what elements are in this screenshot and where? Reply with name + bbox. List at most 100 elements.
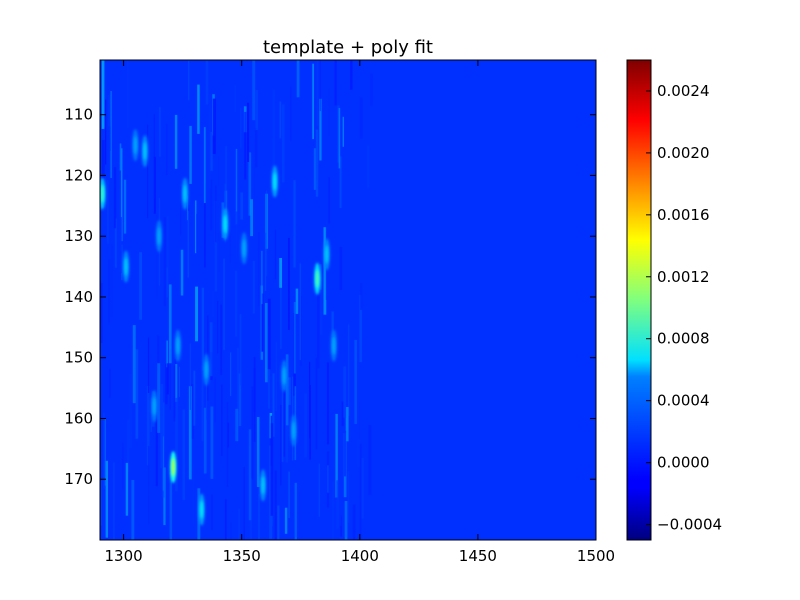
heatmap-streak xyxy=(127,60,129,128)
heatmap-streak xyxy=(357,439,360,468)
heatmap-streak xyxy=(288,237,290,330)
y-tick-label: 170 xyxy=(64,470,93,488)
heatmap-feature xyxy=(171,458,175,477)
heatmap-streak xyxy=(160,383,164,469)
heatmap-streak xyxy=(356,145,359,179)
heatmap-streak xyxy=(274,229,277,280)
heatmap-streak xyxy=(187,195,188,221)
heatmap-streak xyxy=(146,385,150,466)
heatmap-streak xyxy=(254,139,255,210)
heatmap-streak xyxy=(255,127,258,168)
heatmap-streak xyxy=(261,250,263,305)
heatmap-streak xyxy=(258,232,260,307)
heatmap-streak xyxy=(319,60,321,112)
heatmap-streak xyxy=(212,98,216,154)
heatmap-streak xyxy=(131,480,135,540)
heatmap-streak xyxy=(235,270,238,337)
heatmap-streak xyxy=(109,368,111,398)
colorbar-tick-label: 0.0004 xyxy=(657,392,710,410)
heatmap-streak xyxy=(100,282,103,343)
y-tick-label: 140 xyxy=(64,288,93,306)
heatmap-streak xyxy=(342,116,344,147)
heatmap-streak xyxy=(150,397,152,432)
heatmap-streak xyxy=(235,211,238,259)
heatmap-streak xyxy=(169,472,173,540)
colorbar-tick-label: 0.0012 xyxy=(657,268,710,286)
heatmap-streak xyxy=(223,379,225,440)
x-tick-label: 1400 xyxy=(341,547,379,565)
heatmap-streak xyxy=(188,60,190,101)
heatmap-layer xyxy=(100,60,373,540)
heatmap-streak xyxy=(139,252,142,320)
heatmap-feature xyxy=(157,227,161,246)
heatmap-streak xyxy=(326,451,330,508)
heatmap-streak xyxy=(251,386,254,480)
heatmap-streak xyxy=(155,406,158,487)
heatmap-streak xyxy=(359,97,363,139)
heatmap-feature xyxy=(261,476,265,495)
heatmap-streak xyxy=(104,418,106,486)
heatmap-streak xyxy=(193,370,196,426)
heatmap-streak xyxy=(248,429,252,521)
heatmap-streak xyxy=(343,366,347,418)
heatmap-streak xyxy=(179,366,180,397)
heatmap-streak xyxy=(294,482,297,540)
heatmap-streak xyxy=(328,88,330,136)
x-tick-label: 1300 xyxy=(105,547,143,565)
heatmap-streak xyxy=(223,258,225,351)
y-tick-label: 130 xyxy=(64,227,93,245)
heatmap-streak xyxy=(354,339,357,424)
heatmap-streak xyxy=(252,60,256,121)
heatmap-streak xyxy=(205,60,209,105)
heatmap-streak xyxy=(157,363,161,433)
heatmap-streak xyxy=(280,404,282,486)
heatmap-streak xyxy=(103,412,106,489)
heatmap-streak xyxy=(252,261,255,314)
heatmap-streak xyxy=(100,340,103,382)
heatmap-streak xyxy=(108,259,111,325)
heatmap-streak xyxy=(323,227,327,315)
heatmap-streak xyxy=(191,383,194,439)
colorbar-ticks: −0.0004 0.0000 0.0004 0.0008 0.0012 0.0016 0.0… xyxy=(646,82,722,534)
heatmap-streak xyxy=(209,93,211,189)
heatmap-streak xyxy=(280,283,282,349)
x-tick-label: 1500 xyxy=(577,547,615,565)
heatmap-streak xyxy=(240,192,243,220)
heatmap-streak xyxy=(168,284,172,364)
heatmap-streak xyxy=(220,304,223,375)
heatmap-streak xyxy=(105,460,108,538)
heatmap-feature xyxy=(292,421,296,440)
heatmap-streak xyxy=(328,177,331,224)
heatmap-streak xyxy=(211,494,214,531)
heatmap-streak xyxy=(175,364,178,402)
heatmap-streak xyxy=(224,499,227,540)
heatmap-feature xyxy=(325,245,329,264)
heatmap-streak xyxy=(258,493,260,540)
heatmap-streak xyxy=(206,372,208,421)
heatmap-streak xyxy=(247,102,250,162)
heatmap-streak xyxy=(289,86,292,141)
heatmap-streak xyxy=(335,413,338,498)
heatmap-feature xyxy=(124,257,128,276)
heatmap-streak xyxy=(173,365,176,422)
heatmap-streak xyxy=(163,217,166,307)
heatmap-streak xyxy=(165,363,168,405)
heatmap-streak xyxy=(157,335,160,373)
heatmap-streak xyxy=(320,290,323,335)
heatmap-streak xyxy=(359,444,362,540)
heatmap-streak xyxy=(195,286,198,342)
heatmap-feature xyxy=(242,239,246,258)
heatmap-streak xyxy=(221,384,223,457)
heatmap-streak xyxy=(240,107,242,149)
heatmap-streak xyxy=(361,457,364,519)
heatmap-streak xyxy=(295,288,299,314)
heatmap-streak xyxy=(270,423,274,516)
heatmap-streak xyxy=(250,199,253,237)
heatmap-streak xyxy=(261,293,264,352)
heatmap-streak xyxy=(110,244,114,318)
heatmap-streak xyxy=(352,504,356,540)
heatmap-streak xyxy=(274,470,277,540)
heatmap-streak xyxy=(166,267,168,298)
heatmap-streak xyxy=(129,373,133,448)
